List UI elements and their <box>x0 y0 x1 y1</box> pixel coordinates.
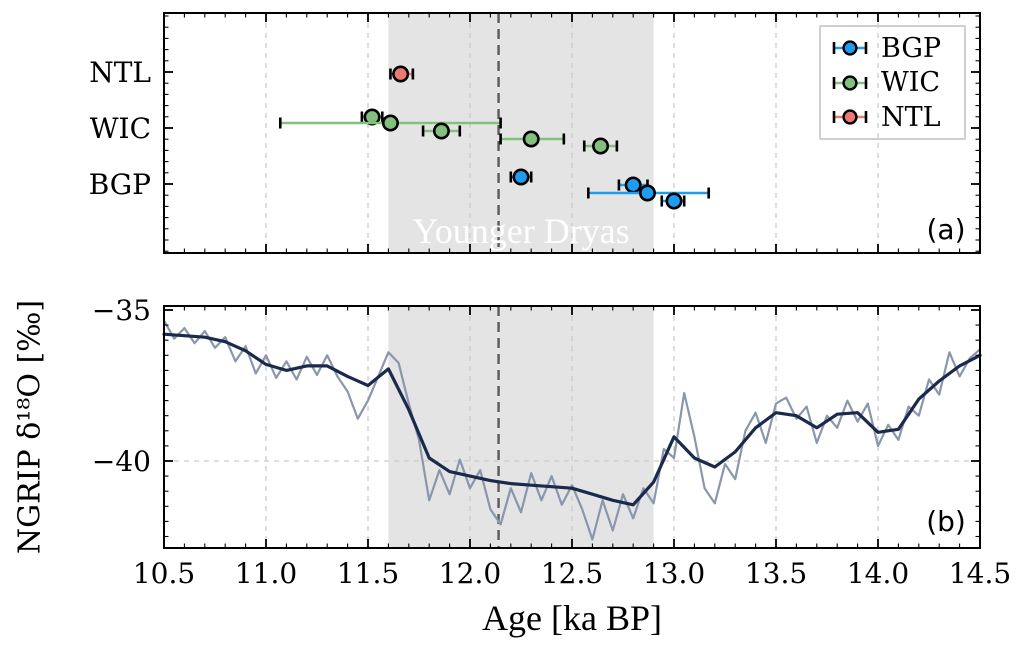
marker-WIC <box>522 130 540 148</box>
marker-BGP <box>638 184 656 202</box>
panel-a-tick-label: WIC <box>90 112 151 145</box>
x-tick-label: 12.0 <box>439 557 501 590</box>
generated-chart-graphics: 10.5 11.0 11.5 12.0 12.5 13.0 13.5 14.0 14.5NTLW… <box>89 12 1011 590</box>
younger-dryas-band <box>388 306 654 548</box>
x-tick-label: 11.5 <box>337 557 399 590</box>
marker-NTL <box>392 65 410 83</box>
younger-dryas-band-label: Younger Dryas <box>412 211 629 251</box>
panel-b-tick-label: −40 <box>92 445 151 478</box>
marker-BGP <box>665 192 683 210</box>
y-axis-title-panel-b: NGRIP δ¹⁸O [‰] <box>12 299 48 555</box>
panel-b-letter: (b) <box>926 505 966 538</box>
legend: BGP WIC NTL <box>819 25 966 140</box>
panel-a-tick-label: NTL <box>89 56 151 89</box>
panel-b-tick-label: −35 <box>92 294 151 327</box>
ngrip-series-smoothed <box>162 332 982 507</box>
legend-item-ntl: NTL <box>829 104 964 131</box>
marker-WIC <box>381 114 399 132</box>
panel-a-tick-label: BGP <box>89 168 151 201</box>
marker-WIC <box>432 122 450 140</box>
legend-label-wic: WIC <box>881 67 941 98</box>
x-tick-label: 13.0 <box>643 557 705 590</box>
legend-label-bgp: BGP <box>881 32 942 64</box>
panel-a-letter: (a) <box>926 213 965 246</box>
legend-label-ntl: NTL <box>881 101 941 133</box>
x-tick-label: 11.0 <box>235 557 297 590</box>
marker-BGP <box>512 168 530 186</box>
legend-item-wic: WIC <box>829 69 964 96</box>
ngrip-series-raw <box>162 319 982 541</box>
x-tick-label: 14.0 <box>847 557 909 590</box>
legend-marker-ntl <box>832 109 868 125</box>
legend-marker-wic <box>832 74 868 91</box>
marker-WIC <box>592 137 610 155</box>
x-tick-label: 14.5 <box>949 557 1011 590</box>
x-tick-label: 13.5 <box>745 557 807 590</box>
legend-marker-bgp <box>832 40 868 56</box>
younger-dryas-band <box>388 13 654 253</box>
legend-item-bgp: BGP <box>829 35 964 62</box>
x-tick-label: 12.5 <box>541 557 603 590</box>
x-axis-title: Age [ka BP] <box>482 598 662 638</box>
marker-BGP <box>624 176 642 194</box>
x-tick-label: 10.5 <box>133 557 195 590</box>
